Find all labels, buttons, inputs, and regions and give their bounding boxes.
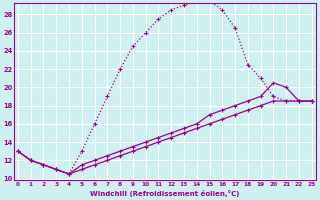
X-axis label: Windchill (Refroidissement éolien,°C): Windchill (Refroidissement éolien,°C) xyxy=(90,190,240,197)
